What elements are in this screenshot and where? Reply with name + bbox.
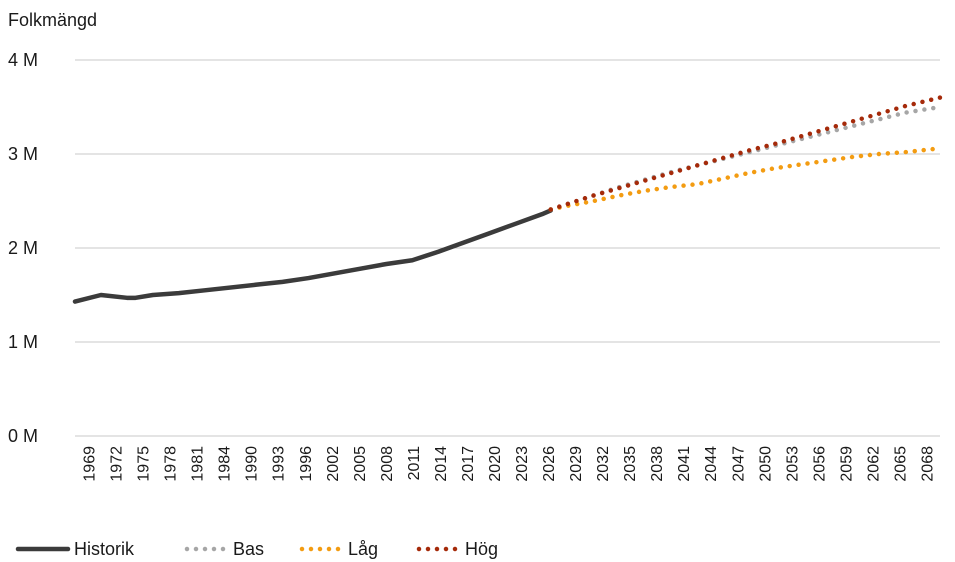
x-tick-label: 2026 (541, 446, 558, 482)
x-tick-label: 2068 (919, 446, 936, 482)
x-tick-label: 1972 (109, 446, 126, 482)
y-tick-labels: 0 M 1 M 2 M 3 M 4 M (8, 50, 38, 446)
x-tick-label: 2047 (730, 446, 747, 482)
x-tick-label: 1978 (163, 446, 180, 482)
x-tick-label: 2038 (649, 446, 666, 482)
series-line-bas (548, 104, 943, 212)
legend: Historik Bas Låg Hög (15, 539, 498, 559)
x-tick-label: 1993 (271, 446, 288, 482)
y-tick-label: 0 M (8, 426, 38, 446)
x-tick-label: 2035 (622, 446, 639, 482)
legend-label-låg: Låg (348, 539, 378, 559)
x-tick-label: 1990 (244, 446, 261, 482)
x-tick-label: 2011 (406, 446, 423, 481)
x-tick-label: 2029 (568, 446, 585, 482)
legend-label-hög: Hög (465, 539, 498, 559)
x-tick-label: 2065 (892, 446, 909, 482)
x-tick-label: 2023 (514, 446, 531, 482)
x-tick-label: 1996 (298, 446, 315, 482)
x-tick-label: 1981 (190, 446, 207, 482)
x-tick-label: 2014 (433, 446, 450, 482)
x-tick-label: 2020 (487, 446, 504, 482)
x-tick-label: 2053 (784, 446, 801, 482)
x-tick-label: 2017 (460, 446, 477, 482)
series-layer (72, 95, 943, 304)
series-line-historik (72, 208, 553, 304)
x-tick-label: 2002 (325, 446, 342, 482)
y-axis-title: Folkmängd (8, 10, 97, 30)
x-tick-label: 1975 (136, 446, 153, 482)
x-tick-label: 1969 (82, 446, 99, 482)
legend-label-bas: Bas (233, 539, 264, 559)
grid-lines (75, 59, 940, 437)
y-tick-label: 4 M (8, 50, 38, 70)
x-tick-label: 2041 (676, 446, 693, 482)
y-tick-label: 3 M (8, 144, 38, 164)
x-tick-label: 2044 (703, 446, 720, 482)
x-tick-label: 2008 (379, 446, 396, 482)
x-tick-labels: 1969 1972 1975 1978 1981 1984 1990 1993 1996 2002… (82, 446, 937, 482)
x-tick-label: 2059 (838, 446, 855, 482)
y-tick-label: 2 M (8, 238, 38, 258)
x-tick-label: 2056 (811, 446, 828, 482)
x-tick-label: 2062 (865, 446, 882, 482)
x-tick-label: 1984 (217, 446, 234, 482)
y-tick-label: 1 M (8, 332, 38, 352)
x-tick-label: 2050 (757, 446, 774, 482)
series-line-låg (548, 146, 943, 212)
x-tick-label: 2032 (595, 446, 612, 482)
legend-label-historik: Historik (74, 539, 135, 559)
x-tick-label: 2005 (352, 446, 369, 482)
